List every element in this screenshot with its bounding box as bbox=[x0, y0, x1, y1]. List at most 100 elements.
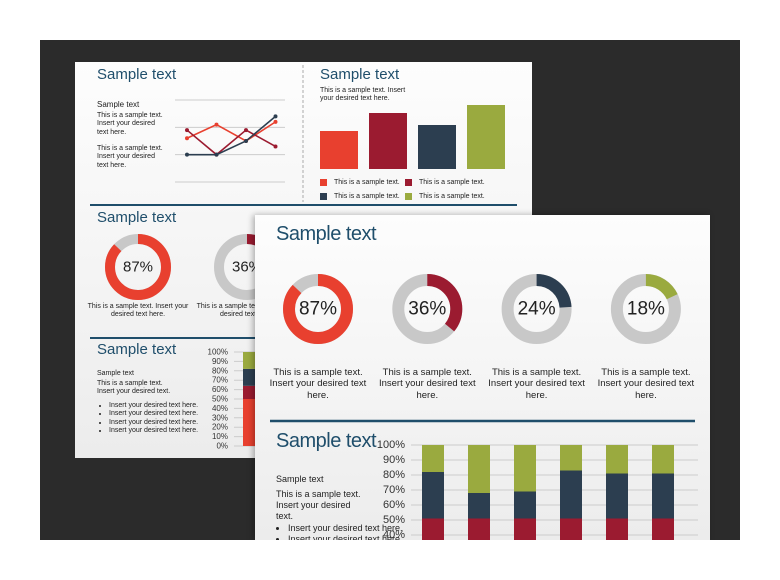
bar-segment bbox=[514, 445, 536, 492]
section-title: Sample text bbox=[276, 223, 377, 245]
section-heading: Sample text bbox=[97, 370, 134, 377]
donut-caption: This is a sample text. Insert your desir… bbox=[378, 367, 476, 401]
bullet: Insert your desired text here. bbox=[109, 410, 198, 418]
bullet: Insert your desired text here. bbox=[288, 523, 403, 534]
bullet: Insert your desired text here. bbox=[288, 534, 403, 540]
donut-caption: This is a sample text. Insert your desir… bbox=[269, 367, 367, 401]
donut-arc bbox=[610, 274, 681, 344]
bar-segment bbox=[468, 445, 490, 493]
y-tick-label: 90% bbox=[383, 454, 405, 466]
y-tick-label: 70% bbox=[383, 484, 405, 496]
y-tick-label: 30% bbox=[212, 413, 228, 422]
bar-segment bbox=[514, 518, 536, 540]
bar bbox=[418, 125, 456, 169]
bar-segment bbox=[606, 518, 628, 540]
line-point bbox=[273, 119, 278, 124]
paragraph: This is a sample text. Insert your desir… bbox=[97, 145, 163, 169]
section-title: Sample text bbox=[97, 66, 177, 83]
y-tick-label: 0% bbox=[216, 442, 228, 451]
bar-segment bbox=[243, 399, 255, 446]
y-tick-label: 80% bbox=[212, 366, 228, 375]
donut-track bbox=[501, 274, 572, 344]
bar-segment bbox=[606, 473, 628, 519]
y-tick-label: 60% bbox=[383, 499, 405, 511]
line-series bbox=[187, 115, 277, 156]
line-point bbox=[214, 122, 219, 127]
y-tick-label: 40% bbox=[383, 529, 405, 540]
paragraph: This is a sample text. Insert your desir… bbox=[97, 112, 163, 136]
legend-swatch bbox=[405, 179, 412, 186]
section-title: Sample text bbox=[97, 341, 177, 358]
bar-segment bbox=[514, 491, 536, 519]
bar bbox=[369, 113, 407, 169]
donut-label: 36% bbox=[232, 259, 262, 276]
y-tick-label: 50% bbox=[212, 395, 228, 404]
donut-arc bbox=[105, 234, 171, 300]
legend-swatch bbox=[320, 179, 327, 186]
line-series bbox=[186, 121, 276, 142]
y-tick-label: 90% bbox=[212, 357, 228, 366]
y-tick-label: 70% bbox=[212, 376, 228, 385]
section-heading: Sample text bbox=[276, 474, 324, 484]
section-title: Sample text bbox=[276, 430, 377, 452]
paragraph: This is a sample text. Insert your desir… bbox=[276, 489, 361, 521]
donut-arc bbox=[283, 274, 353, 344]
donut-label: 87% bbox=[123, 259, 153, 276]
bullet: Insert your desired text here. bbox=[109, 402, 198, 410]
donut-caption: This is a sample text. Insert your desir… bbox=[87, 303, 189, 319]
donut-label: 36% bbox=[408, 299, 446, 320]
bar bbox=[320, 131, 358, 169]
line-point bbox=[273, 144, 278, 149]
bar bbox=[467, 105, 505, 169]
donut-label: 24% bbox=[518, 299, 556, 320]
chart-layer: 87% 36% 24% 18% 40% 50% 60% 70% 80% 90% 100% bbox=[270, 274, 698, 540]
legend-label: This is a sample text. bbox=[419, 193, 485, 200]
bar-segment bbox=[468, 518, 490, 540]
bar-segment bbox=[560, 470, 582, 519]
bar-segment bbox=[422, 472, 444, 519]
bullet: Insert your desired text here. bbox=[109, 427, 198, 435]
bar-segment bbox=[652, 473, 674, 519]
bar-segment bbox=[560, 445, 582, 471]
bar-segment bbox=[422, 518, 444, 540]
donut-caption: This is a sample text. Insert your desir… bbox=[196, 303, 298, 319]
y-tick-label: 20% bbox=[212, 423, 228, 432]
bar-segment bbox=[243, 385, 255, 399]
section-title: Sample text bbox=[97, 209, 177, 226]
line-point bbox=[214, 152, 219, 157]
bullet-list: Insert your desired text here.Insert you… bbox=[276, 523, 403, 540]
bar-segment bbox=[243, 368, 255, 386]
bar-segment bbox=[606, 445, 628, 474]
y-tick-label: 10% bbox=[212, 432, 228, 441]
donut-label: 18% bbox=[627, 299, 665, 320]
line-point bbox=[185, 128, 189, 133]
donut-caption: This is a sample text. Insert your desir… bbox=[597, 367, 695, 401]
bullet: Insert your desired text here. bbox=[109, 419, 198, 427]
bar-segment bbox=[652, 518, 674, 540]
line-point bbox=[244, 128, 248, 133]
front-slide: 87% 36% 24% 18% 40% 50% 60% 70% 80% 90% 100% Sample… bbox=[255, 215, 710, 540]
legend-label: This is a sample text. bbox=[419, 179, 485, 186]
legend-label: This is a sample text. bbox=[334, 179, 400, 186]
paragraph: This is a sample text. Insert your desir… bbox=[97, 380, 171, 396]
line-point bbox=[185, 136, 189, 141]
y-tick-label: 50% bbox=[383, 514, 405, 526]
line-point bbox=[185, 152, 189, 157]
subtitle: This is a sample text. Insert your desir… bbox=[320, 87, 406, 103]
bar-segment bbox=[468, 493, 490, 519]
section-heading: Sample text bbox=[97, 100, 140, 109]
bullet-list: Insert your desired text here.Insert you… bbox=[97, 402, 198, 436]
line-point bbox=[273, 114, 278, 119]
section-title: Sample text bbox=[320, 66, 400, 83]
bar-segment bbox=[422, 445, 444, 472]
bar-segment bbox=[560, 518, 582, 540]
legend-label: This is a sample text. bbox=[334, 193, 400, 200]
y-tick-label: 40% bbox=[212, 404, 228, 413]
bar-segment bbox=[243, 352, 255, 369]
y-tick-label: 60% bbox=[212, 385, 228, 394]
legend-swatch bbox=[405, 193, 412, 200]
y-tick-label: 100% bbox=[208, 348, 228, 357]
y-tick-label: 100% bbox=[377, 439, 405, 451]
line-series bbox=[186, 129, 276, 156]
